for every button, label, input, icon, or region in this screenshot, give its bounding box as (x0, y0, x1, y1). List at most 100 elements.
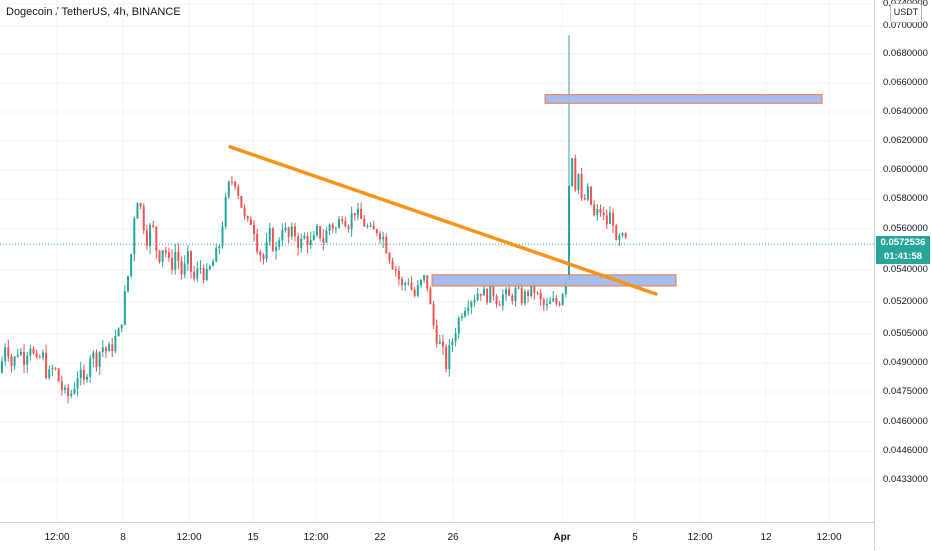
candle-body (344, 221, 347, 227)
candle-body (26, 355, 29, 365)
candle-body (347, 226, 350, 229)
candle-body (38, 356, 41, 358)
candle-body (561, 294, 564, 305)
candle-body (615, 225, 618, 240)
candle-body (246, 216, 249, 219)
candle-body (284, 227, 287, 231)
time-tick-label: 5 (632, 532, 638, 543)
candle-body (316, 226, 318, 236)
candle-body (539, 292, 542, 300)
candle-body (552, 298, 555, 302)
candle-body (549, 301, 552, 304)
candle-body (419, 279, 422, 286)
resistance-zone[interactable] (544, 94, 823, 104)
candle-body (32, 348, 35, 354)
time-axis[interactable]: 12:00 8 12:00 15 12:00 22 26 Apr 5 12:00 12 12:00 (0, 522, 874, 551)
candle-body (423, 275, 426, 280)
candle-body (486, 289, 489, 303)
candle-body (142, 206, 145, 231)
candle-body (382, 236, 385, 240)
candle-body (271, 228, 274, 251)
candle-body (404, 282, 407, 286)
candle-body (350, 213, 353, 229)
support-zone[interactable] (431, 274, 677, 287)
price-tick-label: 0.0700000 (883, 20, 928, 31)
price-tick-label: 0.0520000 (883, 296, 928, 307)
candle-body (407, 282, 410, 284)
candle-body (523, 291, 526, 304)
candle-body (224, 196, 227, 227)
candle-body (92, 352, 95, 359)
candle-body (152, 225, 155, 227)
price-tick-label: 0.0460000 (883, 416, 928, 427)
candle-body (164, 250, 167, 253)
candle-body (86, 376, 89, 380)
candle-body (467, 307, 470, 312)
price-tick-label: 0.0505000 (883, 328, 928, 339)
price-tick-label: 0.0640000 (883, 106, 928, 117)
currency-badge[interactable]: USDT (890, 3, 922, 23)
price-tick-label: 0.0560000 (883, 223, 928, 234)
candle-body (171, 257, 174, 270)
candle-body (621, 233, 624, 236)
candle-body (158, 250, 161, 262)
candle-body (442, 341, 444, 347)
candle-body (104, 347, 107, 352)
candle-body (473, 300, 476, 303)
candle-body (13, 356, 16, 366)
candle-body (527, 291, 530, 296)
candle-body (212, 261, 215, 267)
candle-body (596, 208, 599, 215)
candle-body (438, 341, 441, 344)
price-chart[interactable] (0, 0, 874, 522)
candle-body (445, 346, 448, 370)
time-tick-label: 8 (120, 532, 126, 543)
candle-body (234, 181, 237, 187)
time-tick-label: 12:00 (687, 532, 713, 543)
candle-body (196, 268, 199, 279)
candle-body (312, 235, 315, 241)
candle-body (448, 345, 451, 370)
candle-body (460, 316, 463, 319)
time-tick-label: 12:00 (176, 532, 202, 543)
candle-body (602, 212, 605, 216)
candle-body (574, 158, 577, 190)
candle-body (401, 279, 404, 286)
candle-body (300, 238, 303, 248)
candle-body (1, 361, 3, 373)
candle-body (416, 285, 419, 296)
candle-body (470, 302, 473, 308)
candle-body (325, 230, 328, 243)
candle-body (520, 287, 523, 304)
candle-body (57, 368, 60, 382)
current-price-value: 0.0572536 (880, 237, 926, 248)
candle-body (290, 226, 293, 237)
candle-body (275, 247, 278, 251)
candle-body (268, 228, 271, 242)
candle-body (202, 268, 205, 280)
candle-body (7, 347, 10, 357)
candle-body (577, 173, 580, 190)
candle-body (322, 238, 325, 243)
candle-body (435, 325, 438, 344)
candle-body (363, 218, 366, 227)
price-tick-label: 0.0490000 (883, 357, 928, 368)
candle-body (331, 224, 334, 229)
candle-body (136, 203, 139, 219)
price-tick-label: 0.0446000 (883, 445, 928, 456)
candle-body (167, 252, 170, 258)
candle-body (51, 368, 54, 370)
bar-countdown: 01:41:58 (883, 251, 923, 262)
candle-body (218, 245, 221, 249)
candle-body (249, 218, 252, 225)
time-tick-label: Apr (553, 532, 571, 543)
price-axis[interactable]: 0.07400000.07000000.06800000.06600000.06… (874, 0, 932, 550)
price-tick-label: 0.0680000 (883, 48, 928, 59)
chart-title: Dogecoin / TetherUS, 4h, BINANCE (6, 6, 181, 18)
time-tick-label: 15 (247, 532, 259, 543)
candle-body (89, 358, 92, 377)
candle-body (593, 204, 596, 215)
trendline[interactable] (228, 145, 658, 296)
time-tick-label: 12:00 (816, 532, 842, 543)
candle-body (508, 289, 511, 296)
